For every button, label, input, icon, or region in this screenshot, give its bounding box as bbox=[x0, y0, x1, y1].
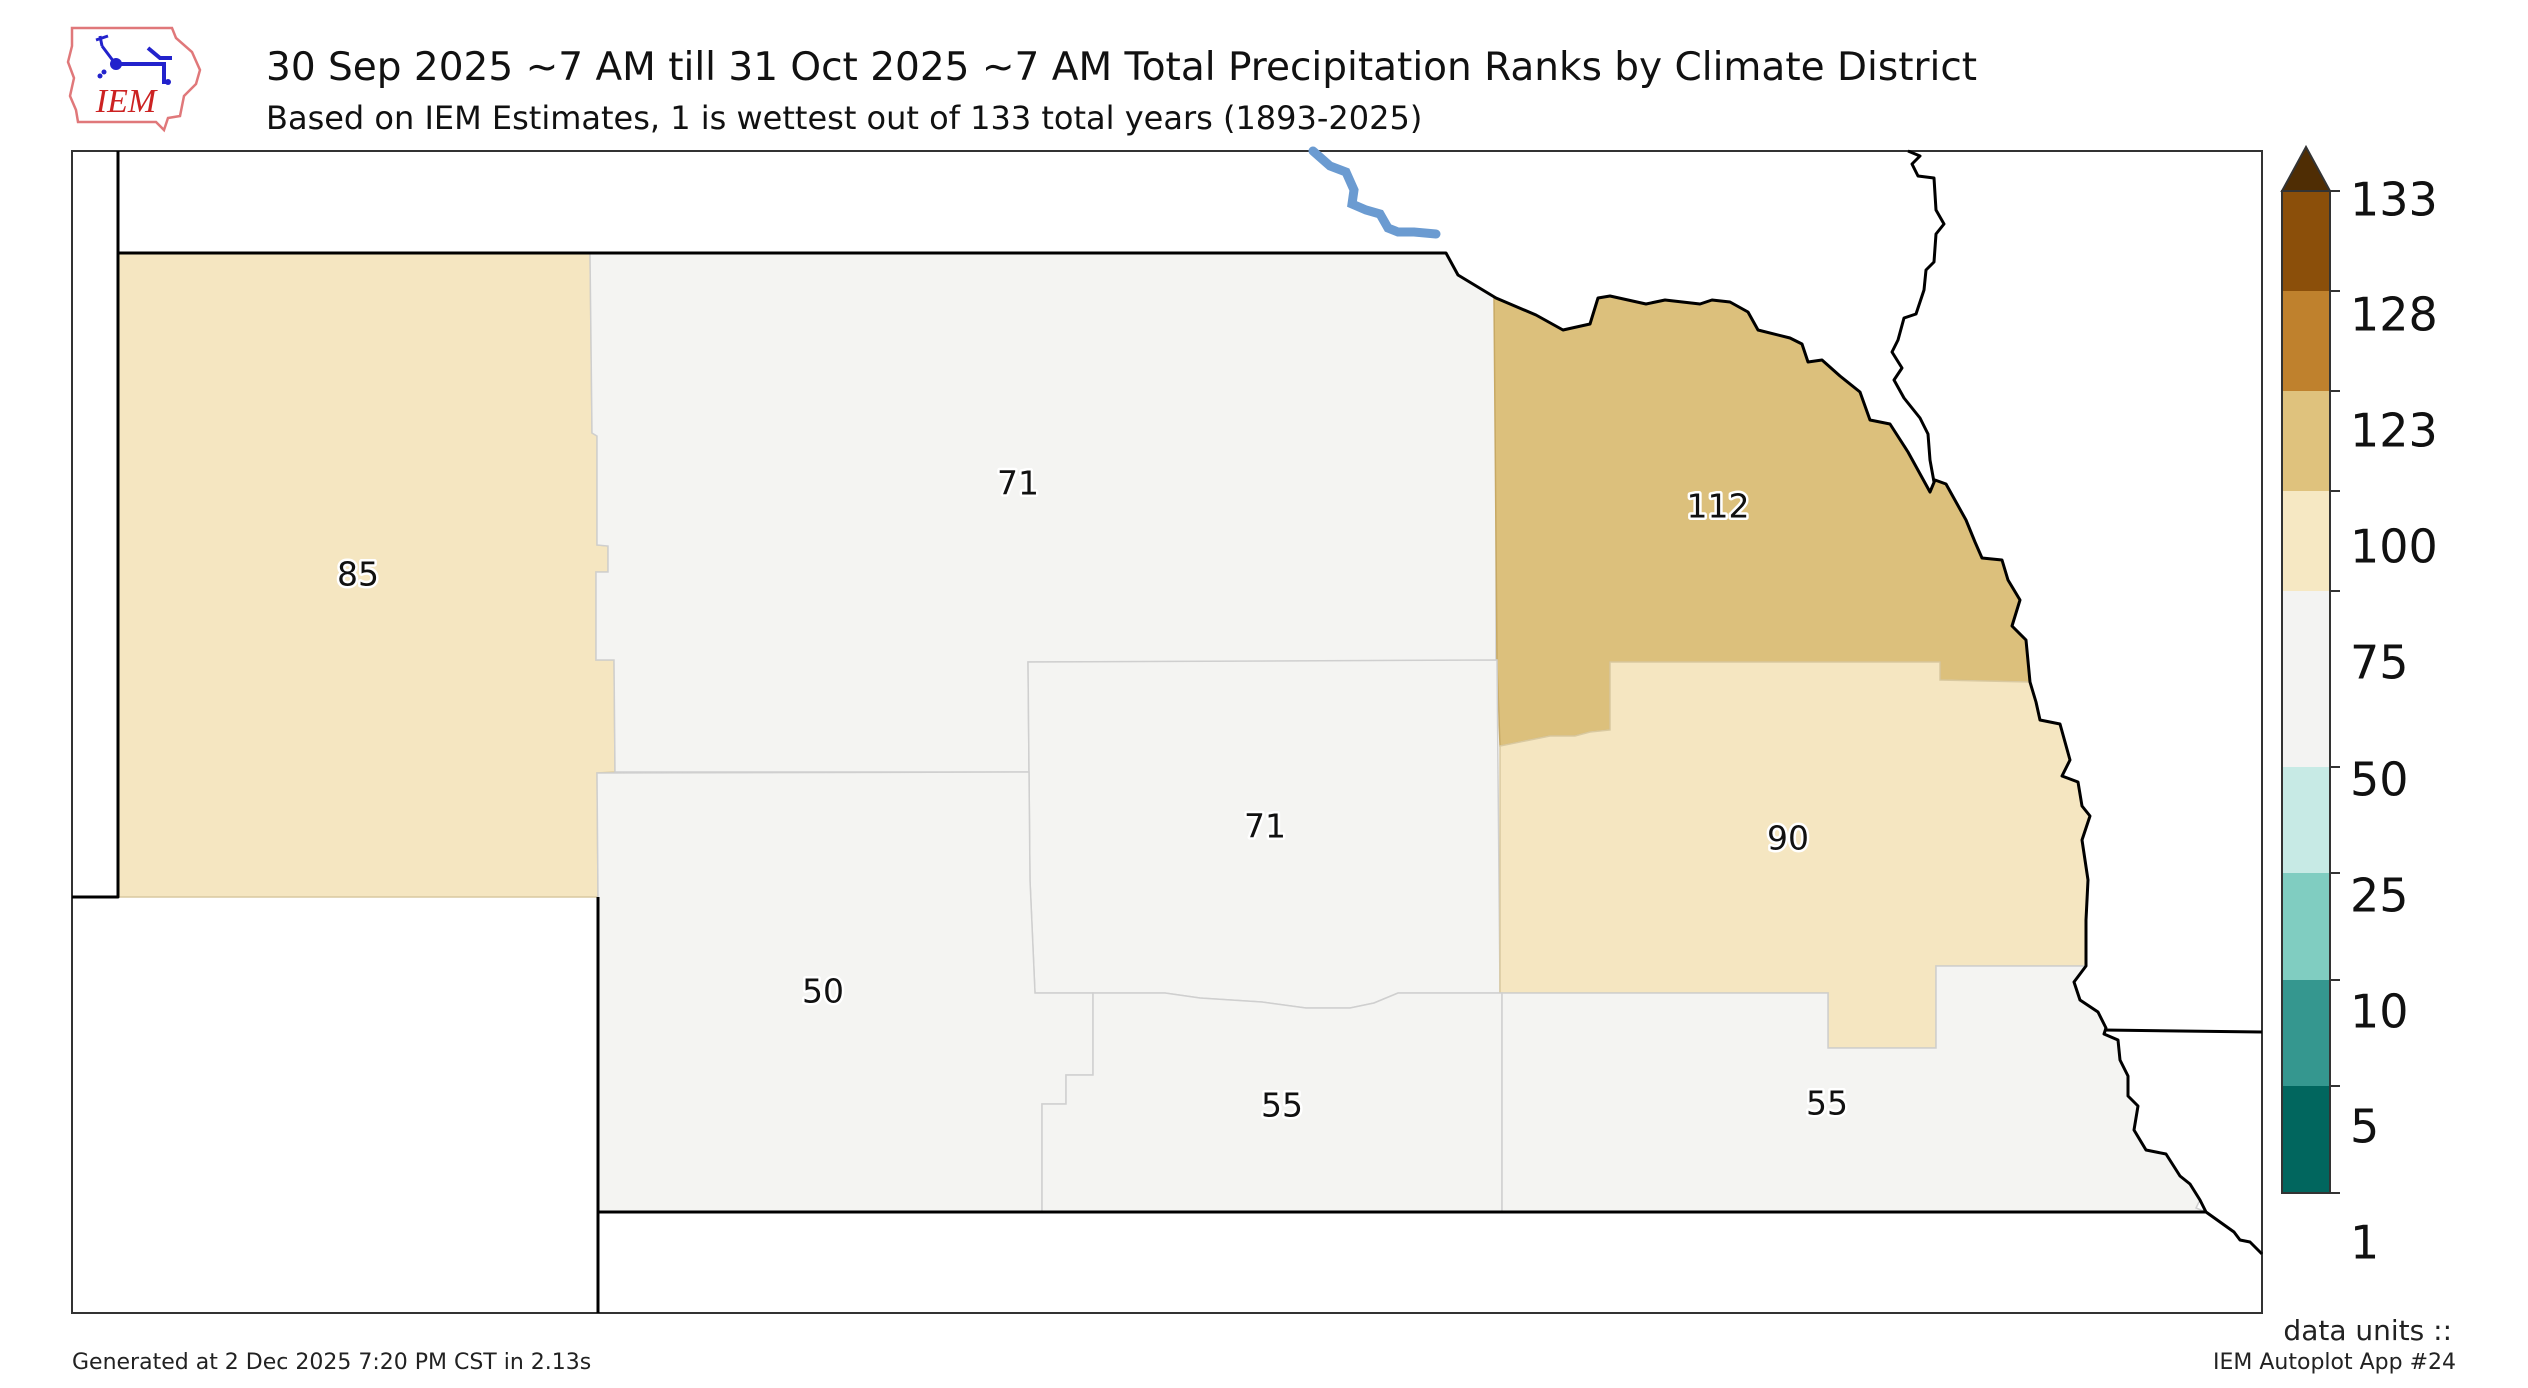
generated-timestamp: Generated at 2 Dec 2025 7:20 PM CST in 2… bbox=[72, 1350, 592, 1375]
colorbar-tick: 25 bbox=[2350, 869, 2409, 923]
colorbar-tick: 50 bbox=[2350, 753, 2409, 807]
chart-subtitle: Based on IEM Estimates, 1 is wettest out… bbox=[266, 99, 1423, 137]
district-southwest bbox=[596, 771, 1094, 1213]
colorbar-tick: 5 bbox=[2350, 1100, 2379, 1154]
colorbar-tick: 100 bbox=[2350, 520, 2438, 574]
colorbar: 133 128 123 100 75 50 25 10 5 1 bbox=[2280, 144, 2438, 1270]
district-label-south-central: 55 bbox=[1261, 1086, 1303, 1125]
state-borders bbox=[72, 149, 2264, 1313]
iowa-outline-icon: IEM bbox=[66, 26, 202, 133]
district-label-central: 71 bbox=[1244, 807, 1286, 846]
colorbar-tick: 10 bbox=[2350, 985, 2409, 1039]
app-credit: IEM Autoplot App #24 bbox=[2213, 1350, 2456, 1375]
river bbox=[1308, 146, 1441, 239]
district-label-southwest: 50 bbox=[802, 972, 844, 1011]
district-label-north-central: 71 bbox=[997, 464, 1039, 503]
colorbar-tick: 133 bbox=[2350, 173, 2438, 227]
svg-text:IEM: IEM bbox=[95, 83, 158, 120]
iem-logo: IEM bbox=[64, 22, 210, 134]
colorbar-tick: 128 bbox=[2350, 288, 2438, 342]
district-label-east-central: 90 bbox=[1767, 819, 1809, 858]
colorbar-tick: 75 bbox=[2350, 636, 2409, 690]
district-south-central bbox=[1041, 992, 1503, 1213]
district-label-panhandle: 85 bbox=[337, 555, 379, 594]
colorbar-tick: 1 bbox=[2350, 1216, 2379, 1270]
chart-title: 30 Sep 2025 ~7 AM till 31 Oct 2025 ~7 AM… bbox=[266, 45, 1978, 90]
district-label-northeast: 112 bbox=[1687, 487, 1750, 526]
colorbar-extend-arrow-icon bbox=[2280, 144, 2332, 192]
district-label-southeast: 55 bbox=[1806, 1084, 1848, 1123]
colorbar-tick: 123 bbox=[2350, 404, 2438, 458]
data-units-label: data units :: bbox=[2283, 1314, 2452, 1347]
